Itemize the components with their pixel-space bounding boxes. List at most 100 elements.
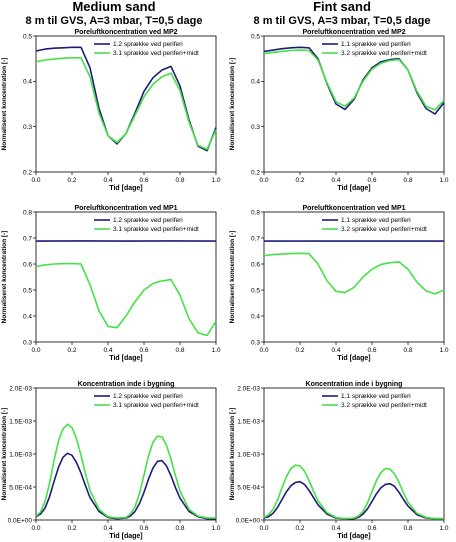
column-header-left: Medium sand 8 m til GVS, A=3 mbar, T=0,5… [0, 0, 228, 28]
chart-title: Poreluftkoncentration ved MP2 [302, 29, 405, 36]
legend-entry: 3.2 sprække ved periferi+midt [341, 226, 427, 233]
x-tick-label: 0.4 [103, 347, 112, 354]
y-tick-label: 0.3 [251, 124, 260, 131]
x-axis-label: Tid [dage] [109, 185, 142, 192]
x-tick-label: 1.0 [439, 347, 448, 354]
column-title: Fint sand [313, 0, 371, 14]
column-subtitle: 8 m til GVS, A=3 mbar, T=0,5 dage [25, 15, 203, 27]
y-tick-label: 2.0E-03 [9, 385, 32, 392]
legend-entry: 1.2 sprække ved periferi [113, 393, 183, 400]
y-tick-label: 0.5 [23, 287, 32, 294]
x-axis-label: Tid [dage] [337, 185, 370, 192]
y-tick-label: 0.6 [251, 261, 260, 268]
x-tick-label: 0.6 [367, 347, 376, 354]
x-tick-label: 0.0 [31, 177, 40, 184]
y-axis-label: Normaliseret koncentration [-] [229, 408, 236, 501]
x-tick-label: 1.0 [211, 177, 220, 184]
x-tick-label: 1.0 [211, 525, 220, 532]
x-tick-label: 0.6 [139, 347, 148, 354]
y-tick-label: 1.0E-03 [9, 451, 32, 458]
y-tick-label: 1.0E-03 [237, 451, 260, 458]
y-axis-label: Normaliseret koncentration [-] [1, 231, 8, 324]
legend-entry: 1.1 sprække ved periferi [341, 217, 411, 224]
column-header-right: Fint sand 8 m til GVS, A=3 mbar, T=0,5 d… [228, 0, 456, 28]
x-tick-label: 0.0 [31, 347, 40, 354]
chart-mp2-fint-sand: Poreluftkoncentration ved MP2 0.2 0.3 0.4 0.… [229, 29, 449, 192]
x-tick-label: 0.6 [367, 525, 376, 532]
series-line-2 [35, 262, 217, 337]
chart-title: Poreluftkoncentration ved MP1 [302, 205, 405, 212]
x-axis-label: Tid [dage] [337, 355, 370, 362]
x-tick-label: 0.4 [103, 177, 112, 184]
series-line-2 [35, 423, 216, 519]
y-tick-label: 0.2 [251, 169, 260, 176]
column-title: Medium sand [72, 0, 156, 14]
x-tick-label: 0.8 [175, 177, 184, 184]
chart-mp1-fint-sand: Poreluftkoncentration ved MP1 0.3 0.4 0.5 0.… [229, 205, 449, 362]
y-tick-label: 0.6 [23, 261, 32, 268]
x-tick-label: 0.8 [403, 525, 412, 532]
y-tick-label: 0.8 [251, 209, 260, 216]
x-tick-label: 0.2 [295, 347, 304, 354]
y-tick-label: 0.8 [23, 209, 32, 216]
y-tick-label: 2.0E-03 [237, 385, 260, 392]
chart-title: Koncentration inde i bygning [306, 381, 403, 388]
x-tick-label: 0.2 [295, 177, 304, 184]
chart-mp1-medium-sand: Poreluftkoncentration ved MP1 0.3 0.4 0.5 0.… [1, 205, 221, 362]
x-tick-label: 0.6 [139, 525, 148, 532]
legend-entry: 1.1 sprække ved periferi [341, 393, 411, 400]
plot-area [263, 387, 445, 521]
chart-bygning-fint-sand: Koncentration inde i bygning 0.0E+00 5.0E-… [229, 381, 449, 540]
x-axis-label: Tid [dage] [337, 533, 370, 540]
x-tick-label: 0.0 [259, 177, 268, 184]
series-line-2 [35, 57, 217, 151]
plot-area [35, 211, 217, 343]
y-tick-label: 0.7 [23, 235, 32, 242]
x-axis-label: Tid [dage] [109, 533, 142, 540]
y-tick-label: 0.0E+00 [236, 517, 261, 524]
chart-mp2-medium-sand: Poreluftkoncentration ved MP2 0.2 0.3 0.4 0.… [1, 29, 221, 192]
x-axis-label: Tid [dage] [109, 355, 142, 362]
y-tick-label: 0.5 [23, 33, 32, 40]
legend-entry: 3.2 sprække ved periferi+midt [341, 402, 427, 409]
y-tick-label: 0.4 [251, 313, 260, 320]
legend-entry: 3.1 sprække ved periferi+midt [113, 402, 199, 409]
plot-area [263, 35, 445, 173]
y-tick-label: 0.4 [23, 313, 32, 320]
chart-title: Koncentration inde i bygning [78, 381, 175, 388]
y-tick-label: 0.3 [251, 339, 260, 346]
y-tick-label: 0.3 [23, 339, 32, 346]
y-axis-label: Normaliseret koncentration [-] [229, 58, 236, 151]
x-tick-label: 0.2 [67, 347, 76, 354]
x-tick-label: 0.0 [31, 525, 40, 532]
y-tick-label: 0.4 [251, 79, 260, 86]
x-tick-label: 0.8 [403, 347, 412, 354]
y-tick-label: 0.2 [23, 169, 32, 176]
x-tick-label: 0.0 [259, 347, 268, 354]
y-tick-label: 0.5 [251, 33, 260, 40]
chart-title: Poreluftkoncentration ved MP2 [74, 29, 177, 36]
y-tick-label: 0.7 [251, 235, 260, 242]
y-tick-label: 0.3 [23, 124, 32, 131]
legend-entry: 1.2 sprække ved periferi [113, 217, 183, 224]
series-line-2 [263, 252, 445, 295]
y-axis-label: Normaliseret koncentration [-] [1, 58, 8, 151]
series-line-2 [263, 464, 444, 520]
x-tick-label: 1.0 [211, 347, 220, 354]
x-tick-label: 0.2 [67, 525, 76, 532]
y-tick-label: 5.0E-04 [9, 484, 32, 491]
series-line-2 [263, 49, 445, 111]
y-tick-label: 5.0E-04 [237, 484, 260, 491]
legend-entry: 1.1 sprække ved periferi [341, 41, 411, 48]
y-axis-label: Normaliseret koncentration [-] [1, 408, 8, 501]
x-tick-label: 0.2 [67, 177, 76, 184]
x-tick-label: 0.8 [175, 525, 184, 532]
x-tick-label: 1.0 [439, 177, 448, 184]
y-tick-label: 0.0E+00 [8, 517, 33, 524]
legend-entry: 1.2 sprække ved periferi [113, 41, 183, 48]
column-subtitle: 8 m til GVS, A=3 mbar, T=0,5 dage [253, 15, 431, 27]
legend-entry: 3.2 sprække ved periferi+midt [341, 50, 427, 57]
x-tick-label: 0.4 [331, 347, 340, 354]
y-tick-label: 0.5 [251, 287, 260, 294]
y-tick-label: 1.5E-03 [237, 418, 260, 425]
